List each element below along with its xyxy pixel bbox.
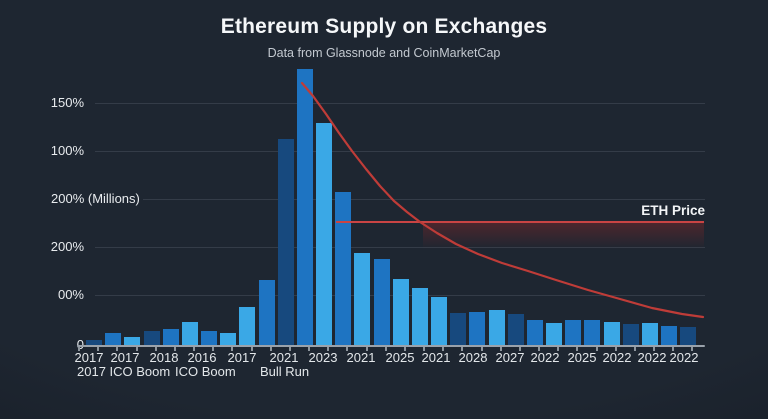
bar: [393, 279, 409, 345]
bar: [144, 331, 160, 345]
bar: [604, 322, 620, 345]
bar: [584, 320, 600, 345]
bar: [335, 192, 351, 345]
gridline: [95, 103, 705, 104]
bar: [450, 313, 466, 345]
x-axis-annotation: 2017 ICO Boom: [77, 364, 171, 379]
bar: [297, 69, 313, 345]
bar: [469, 312, 485, 345]
x-axis-tick-label: 2016: [187, 350, 217, 365]
bar: [239, 307, 255, 345]
x-axis-tick-label: 2018: [149, 350, 179, 365]
bar: [354, 253, 370, 345]
bar: [124, 337, 140, 345]
bar: [374, 259, 390, 345]
eth-price-glow: [423, 223, 704, 249]
chart-subtitle: Data from Glassnode and CoinMarketCap: [267, 46, 501, 60]
y-axis-tick-label: 00%: [57, 287, 84, 302]
x-axis-tick-label: 2022: [602, 350, 632, 365]
bar: [182, 322, 198, 345]
x-axis-tick-label: 2017: [74, 350, 104, 365]
bar: [259, 280, 275, 345]
bar: [431, 297, 447, 345]
bar: [527, 320, 543, 345]
x-axis-annotation: Bull Run: [260, 364, 310, 379]
x-axis-tick-label: 2023: [308, 350, 338, 365]
x-axis-tick-label: 2021: [421, 350, 451, 365]
x-axis-line: [77, 345, 705, 347]
x-axis-tick-label: 2022: [637, 350, 667, 365]
x-axis-annotation: ICO Boom: [175, 364, 236, 379]
x-axis-tick-label: 2028: [458, 350, 488, 365]
x-axis-tick: [634, 347, 636, 351]
x-axis-tick-label: 2017: [227, 350, 257, 365]
bar: [220, 333, 236, 345]
bar: [680, 327, 696, 345]
y-axis-tick-label: 200%: [50, 239, 84, 254]
bar: [316, 123, 332, 345]
bar: [489, 310, 505, 345]
chart-title: Ethereum Supply on Exchanges: [220, 15, 548, 38]
x-axis-tick-label: 2021: [346, 350, 376, 365]
gridline: [143, 199, 705, 200]
bar: [546, 323, 562, 345]
y-axis-tick-label: 200% (Millions): [51, 191, 140, 206]
bar: [508, 314, 524, 345]
x-axis-tick-label: 2021: [269, 350, 299, 365]
bar: [201, 331, 217, 345]
bar: [623, 324, 639, 345]
y-axis-tick-label: 100%: [50, 143, 84, 158]
x-axis-tick-label: 2027: [495, 350, 525, 365]
bar: [565, 320, 581, 345]
x-axis-tick-label: 2022: [669, 350, 699, 365]
eth-price-label: ETH Price: [641, 203, 705, 218]
bar: [278, 139, 294, 345]
x-axis-tick-label: 2022: [530, 350, 560, 365]
x-axis-tick-label: 2017: [110, 350, 140, 365]
gridline: [95, 151, 705, 152]
bar: [163, 329, 179, 345]
y-axis-tick-label: 150%: [50, 95, 84, 110]
bar: [412, 288, 428, 345]
bar: [105, 333, 121, 345]
bar: [661, 326, 677, 345]
x-axis-tick-label: 2025: [385, 350, 415, 365]
bar: [642, 323, 658, 345]
x-axis-tick-label: 2025: [567, 350, 597, 365]
